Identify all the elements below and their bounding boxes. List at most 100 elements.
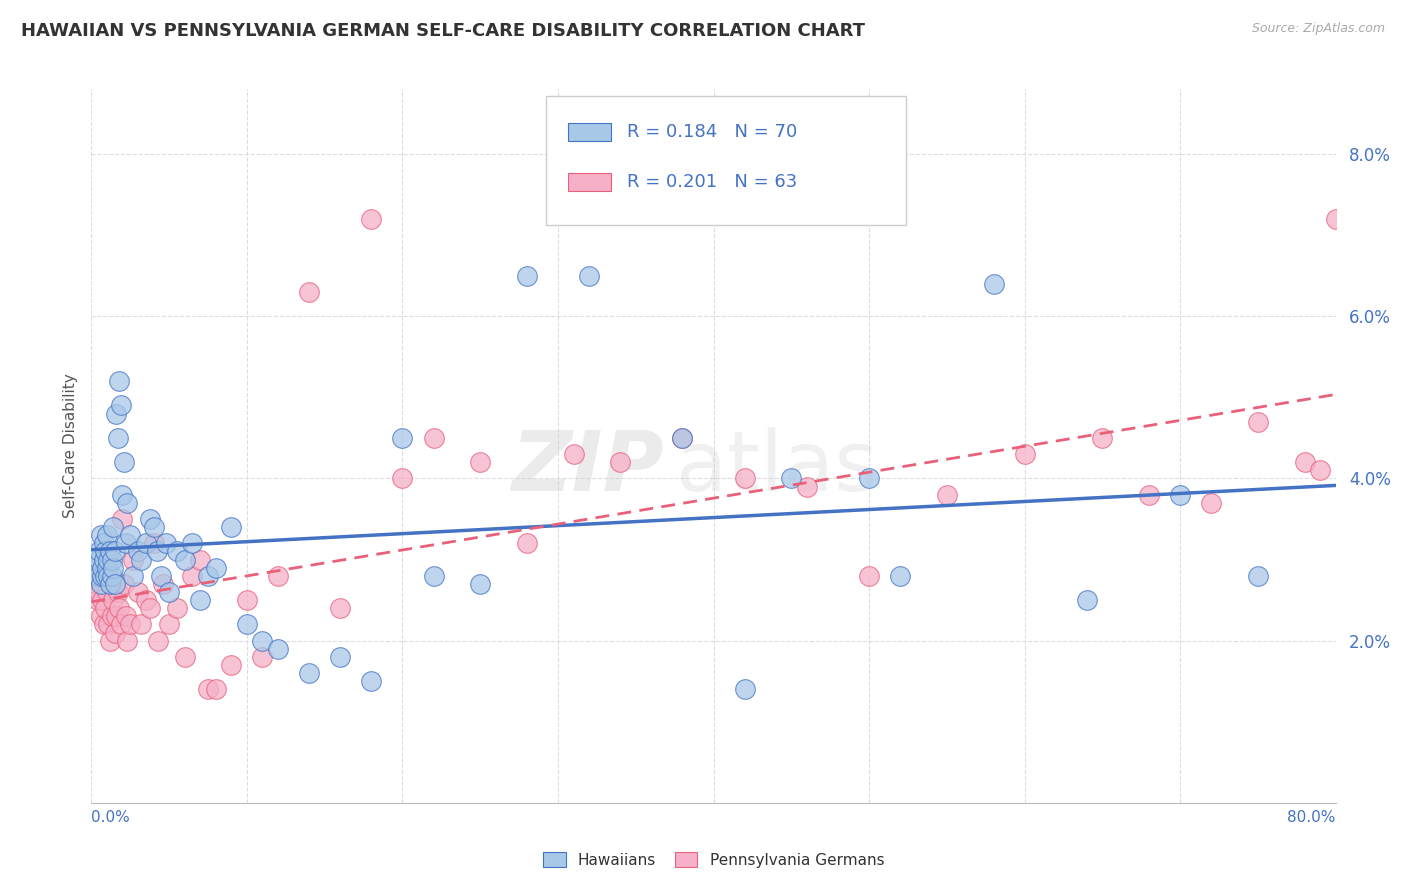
Point	[796, 479, 818, 493]
Point	[86, 593, 108, 607]
Point	[90, 528, 112, 542]
Point	[135, 536, 157, 550]
Text: atlas: atlas	[676, 427, 877, 508]
Point	[90, 577, 112, 591]
Point	[100, 552, 122, 566]
FancyBboxPatch shape	[568, 123, 612, 141]
Point	[129, 552, 152, 566]
Point	[139, 512, 162, 526]
Point	[267, 568, 290, 582]
Point	[858, 471, 880, 485]
Point	[104, 577, 127, 591]
Point	[84, 577, 107, 591]
Point	[97, 568, 120, 582]
Point	[101, 593, 124, 607]
Point	[101, 520, 124, 534]
Point	[94, 544, 117, 558]
Point	[157, 585, 180, 599]
Point	[889, 568, 911, 582]
Point	[166, 544, 188, 558]
Point	[1247, 568, 1270, 582]
Point	[135, 593, 157, 607]
Point	[104, 544, 127, 558]
Point	[108, 374, 131, 388]
Point	[671, 431, 693, 445]
Text: HAWAIIAN VS PENNSYLVANIA GERMAN SELF-CARE DISABILITY CORRELATION CHART: HAWAIIAN VS PENNSYLVANIA GERMAN SELF-CAR…	[21, 22, 865, 40]
Point	[105, 407, 128, 421]
Point	[91, 560, 114, 574]
Point	[152, 577, 174, 591]
Point	[91, 593, 114, 607]
Point	[298, 285, 321, 299]
Point	[173, 552, 195, 566]
Point	[181, 568, 204, 582]
Point	[188, 552, 211, 566]
Point	[115, 496, 138, 510]
Point	[93, 552, 115, 566]
Point	[1076, 593, 1098, 607]
Point	[150, 568, 173, 582]
Point	[360, 674, 382, 689]
Point	[734, 682, 756, 697]
FancyBboxPatch shape	[568, 173, 612, 191]
Point	[84, 560, 107, 574]
Point	[858, 568, 880, 582]
Point	[142, 536, 165, 550]
Point	[98, 544, 121, 558]
Point	[166, 601, 188, 615]
Point	[1324, 211, 1347, 226]
Point	[1091, 431, 1114, 445]
Point	[935, 488, 957, 502]
Point	[157, 617, 180, 632]
Point	[89, 544, 111, 558]
Point	[422, 568, 444, 582]
Point	[422, 431, 444, 445]
Point	[329, 649, 352, 664]
Point	[188, 593, 211, 607]
Point	[221, 657, 243, 672]
Point	[516, 536, 538, 550]
Text: 80.0%: 80.0%	[1288, 810, 1336, 825]
Point	[107, 585, 129, 599]
Point	[173, 649, 195, 664]
Point	[983, 277, 1005, 291]
Point	[112, 577, 135, 591]
Point	[197, 568, 219, 582]
Point	[111, 488, 134, 502]
Point	[105, 609, 128, 624]
Point	[101, 560, 124, 574]
Point	[145, 544, 167, 558]
Point	[108, 601, 131, 615]
Point	[562, 447, 585, 461]
Point	[93, 536, 115, 550]
Point	[127, 585, 149, 599]
Point	[98, 577, 121, 591]
Text: R = 0.184   N = 70: R = 0.184 N = 70	[627, 123, 797, 141]
Point	[89, 585, 111, 599]
Point	[110, 399, 132, 413]
Point	[252, 633, 274, 648]
Point	[114, 536, 136, 550]
Point	[360, 211, 382, 226]
Point	[93, 617, 115, 632]
Point	[142, 520, 165, 534]
Point	[578, 268, 600, 283]
Point	[94, 568, 117, 582]
Point	[114, 609, 136, 624]
Text: 0.0%: 0.0%	[91, 810, 131, 825]
Text: ZIP: ZIP	[512, 427, 664, 508]
Point	[205, 560, 228, 574]
Point	[1201, 496, 1223, 510]
Point	[252, 649, 274, 664]
Point	[91, 568, 114, 582]
Point	[127, 544, 149, 558]
Point	[107, 431, 129, 445]
Point	[181, 536, 204, 550]
Point	[1014, 447, 1036, 461]
FancyBboxPatch shape	[546, 96, 907, 225]
Point	[120, 528, 142, 542]
Point	[120, 617, 142, 632]
Point	[734, 471, 756, 485]
Point	[96, 560, 118, 574]
Point	[115, 633, 138, 648]
